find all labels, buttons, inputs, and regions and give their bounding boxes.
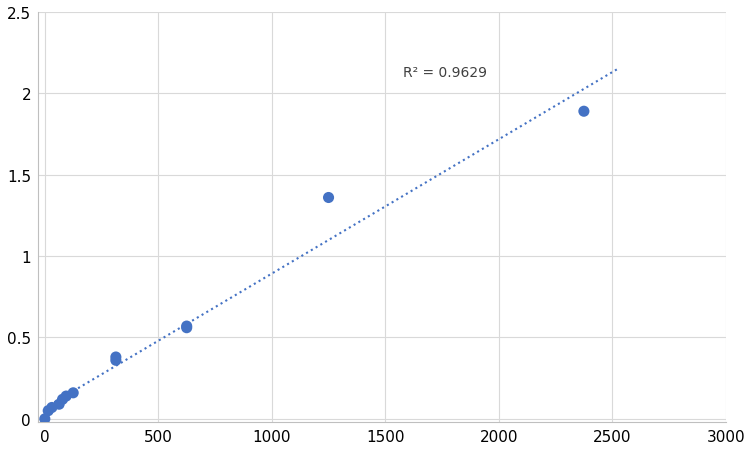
Point [53, 400, 65, 408]
Point [46, 404, 58, 411]
Text: R² = 0.9629: R² = 0.9629 [403, 66, 487, 80]
Point [56, 396, 68, 403]
Point [39, 415, 51, 423]
Point [67, 389, 79, 396]
Point [180, 324, 193, 331]
Point [110, 354, 122, 361]
Point [60, 392, 72, 400]
Point [323, 194, 335, 202]
Point [42, 407, 54, 414]
Point [180, 323, 193, 330]
Point [578, 108, 590, 115]
Point [110, 357, 122, 364]
